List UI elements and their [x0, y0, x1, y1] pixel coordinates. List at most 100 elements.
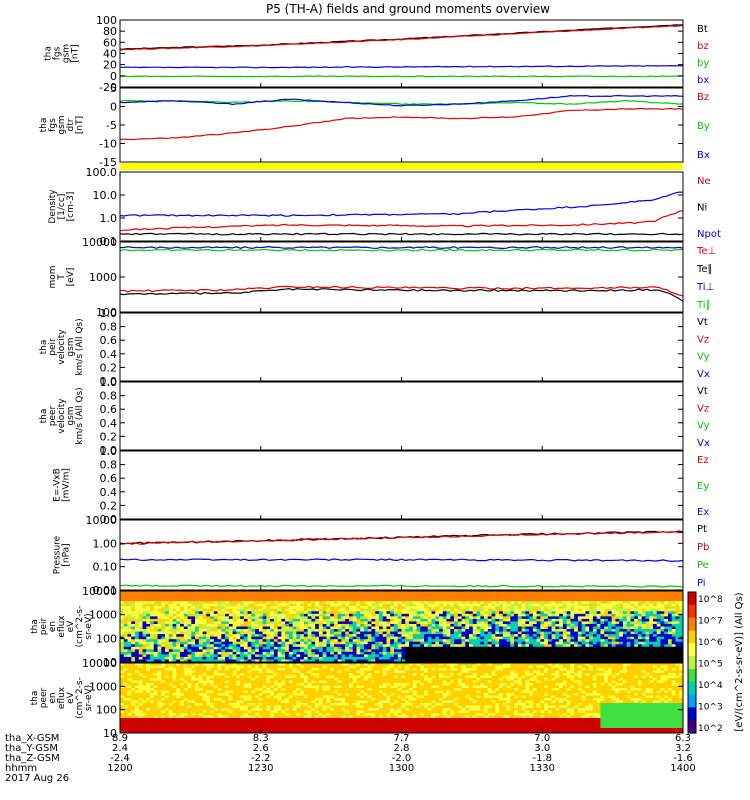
heatmap-cell	[450, 618, 455, 622]
heatmap-cell	[559, 636, 564, 640]
heatmap-cell	[168, 608, 174, 612]
heatmap-cell	[439, 613, 444, 617]
heatmap-cell	[667, 623, 673, 627]
heatmap-cell	[150, 621, 155, 625]
heatmap-cell	[499, 621, 504, 625]
y-tick-label: 0	[110, 101, 117, 114]
heatmap-cell	[183, 710, 189, 714]
heatmap-cell	[288, 621, 294, 625]
heatmap-cell	[510, 649, 515, 653]
heatmap-cell	[390, 641, 395, 645]
heatmap-cell	[266, 641, 271, 645]
heatmap-cell	[123, 718, 128, 721]
heatmap-cell	[551, 608, 556, 612]
heatmap-cell	[514, 613, 519, 617]
heatmap-cell	[172, 636, 177, 640]
heatmap-cell	[536, 596, 541, 600]
heatmap-cell	[502, 641, 508, 645]
heatmap-cell	[600, 591, 605, 595]
heatmap-cell	[217, 616, 222, 620]
heatmap-cell	[135, 623, 140, 627]
heatmap-cell	[450, 641, 455, 645]
heatmap-cell	[138, 703, 144, 706]
heatmap-cell	[345, 626, 350, 630]
heatmap-cell	[619, 644, 624, 648]
heatmap-cell	[285, 618, 290, 622]
heatmap-cell	[217, 659, 222, 663]
heatmap-cell	[536, 651, 541, 655]
heatmap-cell	[337, 616, 342, 620]
heatmap-cell	[487, 656, 493, 660]
heatmap-cell	[135, 670, 140, 674]
heatmap-cell	[352, 631, 357, 635]
heatmap-cell	[634, 611, 639, 615]
heatmap-cell	[243, 618, 249, 622]
heatmap-cell	[150, 725, 155, 729]
heatmap-cell	[123, 593, 128, 597]
heatmap-cell	[675, 639, 680, 643]
heatmap-cell	[142, 728, 147, 731]
heatmap-cell	[315, 608, 320, 612]
heatmap-cell	[371, 591, 376, 595]
heatmap-cell	[405, 654, 410, 658]
heatmap-cell	[656, 611, 661, 615]
heatmap-cell	[442, 659, 448, 663]
heatmap-cell	[660, 616, 665, 620]
heatmap-cell	[450, 629, 455, 633]
heatmap-cell	[168, 718, 174, 721]
heatmap-cell	[525, 608, 530, 612]
heatmap-cell	[401, 644, 406, 648]
heatmap-cell	[307, 654, 312, 658]
heatmap-cell	[424, 593, 429, 597]
heatmap-cell	[499, 626, 504, 630]
heatmap-cell	[664, 654, 669, 658]
heatmap-cell	[232, 634, 237, 638]
heatmap-cell	[465, 649, 470, 653]
heatmap-cell	[138, 678, 144, 681]
heatmap-cell	[288, 593, 294, 597]
heatmap-cell	[589, 621, 594, 625]
heatmap-cell	[292, 611, 297, 615]
heatmap-cell	[622, 639, 628, 643]
heatmap-cell	[318, 606, 324, 610]
heatmap-cell	[472, 656, 478, 660]
heatmap-cell	[596, 651, 601, 655]
heatmap-cell	[120, 631, 125, 635]
heatmap-cell	[243, 596, 249, 600]
heatmap-cell	[165, 705, 170, 709]
heatmap-cell	[446, 634, 451, 638]
heatmap-cell	[337, 603, 342, 607]
heatmap-cell	[577, 606, 583, 610]
heatmap-cell	[273, 598, 279, 602]
heatmap-cell	[656, 593, 661, 597]
heatmap-cell	[611, 608, 616, 612]
heatmap-cell	[600, 606, 605, 610]
heatmap-cell	[570, 631, 575, 635]
heatmap-cell	[172, 613, 177, 617]
heatmap-cell	[570, 611, 575, 615]
heatmap-cell	[236, 621, 241, 625]
heatmap-cell	[532, 626, 538, 630]
heatmap-cell	[165, 698, 170, 701]
heatmap-cell	[120, 683, 125, 686]
heatmap-cell	[491, 631, 496, 635]
heatmap-cell	[645, 656, 650, 660]
heatmap-cell	[517, 634, 523, 638]
heatmap-cell	[221, 596, 226, 600]
heatmap-cell	[424, 608, 429, 612]
heatmap-cell	[221, 606, 226, 610]
heatmap-cell	[675, 611, 680, 615]
heatmap-cell	[322, 598, 327, 602]
heatmap-cell	[461, 641, 466, 645]
heatmap-cell	[454, 626, 459, 630]
heatmap-cell	[412, 641, 418, 645]
heatmap-cell	[322, 659, 327, 663]
heatmap-cell	[397, 634, 402, 638]
heatmap-cell	[378, 649, 384, 653]
heatmap-cell	[506, 596, 511, 600]
heatmap-cell	[393, 646, 399, 650]
heatmap-cell	[277, 644, 282, 648]
heatmap-cell	[180, 623, 185, 627]
heatmap-cell	[165, 675, 170, 679]
heatmap-cell	[555, 621, 560, 625]
